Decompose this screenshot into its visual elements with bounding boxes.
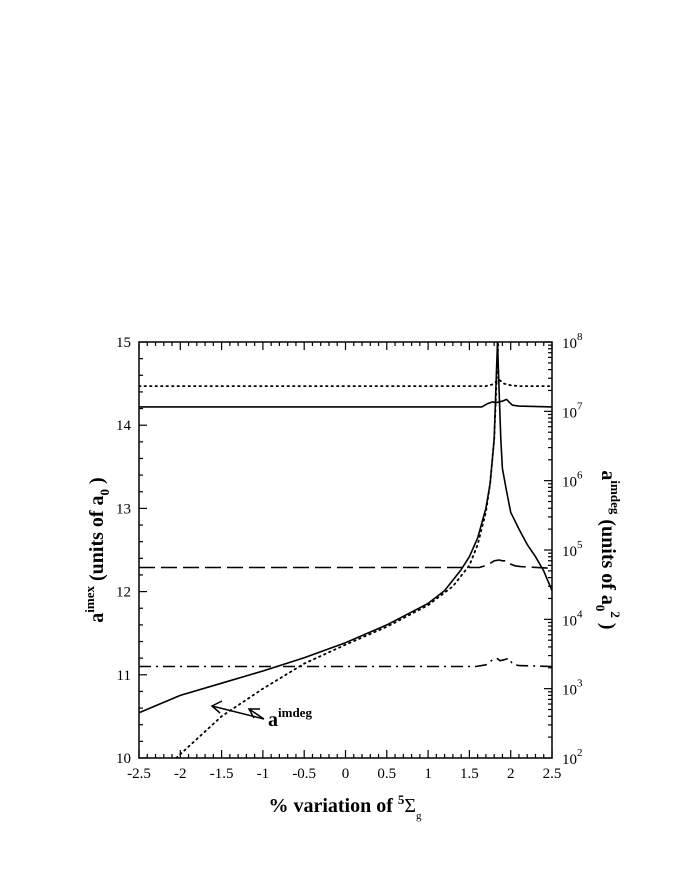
- annotation-arrowhead-2: [247, 708, 260, 719]
- y-right-tick-label: 103: [562, 678, 583, 699]
- ticks-layer: [138, 341, 553, 759]
- y-right-title-main: a: [597, 470, 619, 480]
- annotation-arrowhead-1: [210, 700, 223, 714]
- annotation-sup: imdeg: [278, 705, 312, 720]
- x-axis-title-sup: 5: [398, 792, 405, 807]
- y-left-title-rest: (units of a: [86, 495, 108, 586]
- x-axis-title-symbol: Σ: [404, 795, 416, 817]
- x-tick-label: -1.5: [210, 766, 234, 782]
- x-axis-title-sub: g: [416, 810, 422, 822]
- series-line-3-dotted: [139, 378, 552, 387]
- y-left-tick-label: 14: [116, 418, 132, 434]
- annotation-main: a: [268, 709, 278, 731]
- x-tick-label: -0.5: [292, 766, 316, 782]
- y-left-tick-label: 15: [116, 335, 131, 351]
- x-axis-title-prefix: % variation of: [268, 795, 397, 817]
- y-right-tick-label: 106: [562, 470, 583, 491]
- y-right-axis-title: aimdeg (units of a02 ): [593, 470, 623, 629]
- annotation-arrow-1: [211, 705, 265, 720]
- y-left-title-sub: 0: [97, 489, 112, 496]
- x-tick-label: 0: [342, 766, 350, 782]
- series-line-2-dotted: [175, 342, 500, 758]
- labels-layer: -2.5 -2 -1.5 -1 -0.5 0 0.5 1 1.5 2 2.5 10 11 12 13 14 15…: [116, 331, 583, 782]
- y-right-title-sub: 0: [593, 605, 608, 612]
- y-right-tick-label: 104: [562, 608, 583, 629]
- x-tick-label: -2.5: [127, 766, 151, 782]
- y-left-tick-label: 13: [116, 501, 131, 517]
- x-tick-label: 2: [507, 766, 515, 782]
- y-right-title-sup: imdeg: [608, 480, 623, 514]
- x-tick-label: -2: [174, 766, 187, 782]
- series-layer: [139, 342, 552, 758]
- y-right-tick-label: 108: [562, 331, 583, 352]
- series-line-5-dashed: [139, 559, 552, 570]
- annotation-group: aimdeg: [210, 700, 312, 731]
- y-right-title-end: ): [597, 618, 619, 630]
- x-tick-label: 1.5: [460, 766, 479, 782]
- x-tick-label: 1: [424, 766, 432, 782]
- y-right-title-sup2: 2: [608, 611, 623, 618]
- y-left-tick-label: 10: [116, 751, 131, 767]
- y-right-title-rest: (units of a: [597, 514, 619, 605]
- y-right-tick-label: 105: [562, 539, 583, 560]
- y-left-axis-title: aimex (units of a0 ): [82, 477, 112, 622]
- x-tick-label: 0.5: [377, 766, 396, 782]
- series-line-6-dashdot: [139, 657, 552, 668]
- y-left-title-end: ): [86, 477, 108, 489]
- y-left-tick-label: 11: [117, 668, 131, 684]
- x-tick-label: 2.5: [543, 766, 562, 782]
- y-left-title-sup: imex: [82, 586, 97, 613]
- annotation-label: aimdeg: [268, 705, 312, 731]
- x-tick-label: -1: [257, 766, 270, 782]
- series-line-4-solid: [139, 398, 552, 408]
- y-left-title-main: a: [86, 613, 108, 623]
- plot-frame: [138, 341, 553, 759]
- y-right-tick-label: 107: [562, 400, 583, 421]
- y-right-tick-label: 102: [562, 747, 583, 768]
- series-line-1-solid: [139, 342, 552, 714]
- annotation-arrow-2: [248, 708, 265, 720]
- y-left-tick-label: 12: [116, 585, 131, 601]
- x-axis-title: % variation of 5Σg: [268, 792, 422, 822]
